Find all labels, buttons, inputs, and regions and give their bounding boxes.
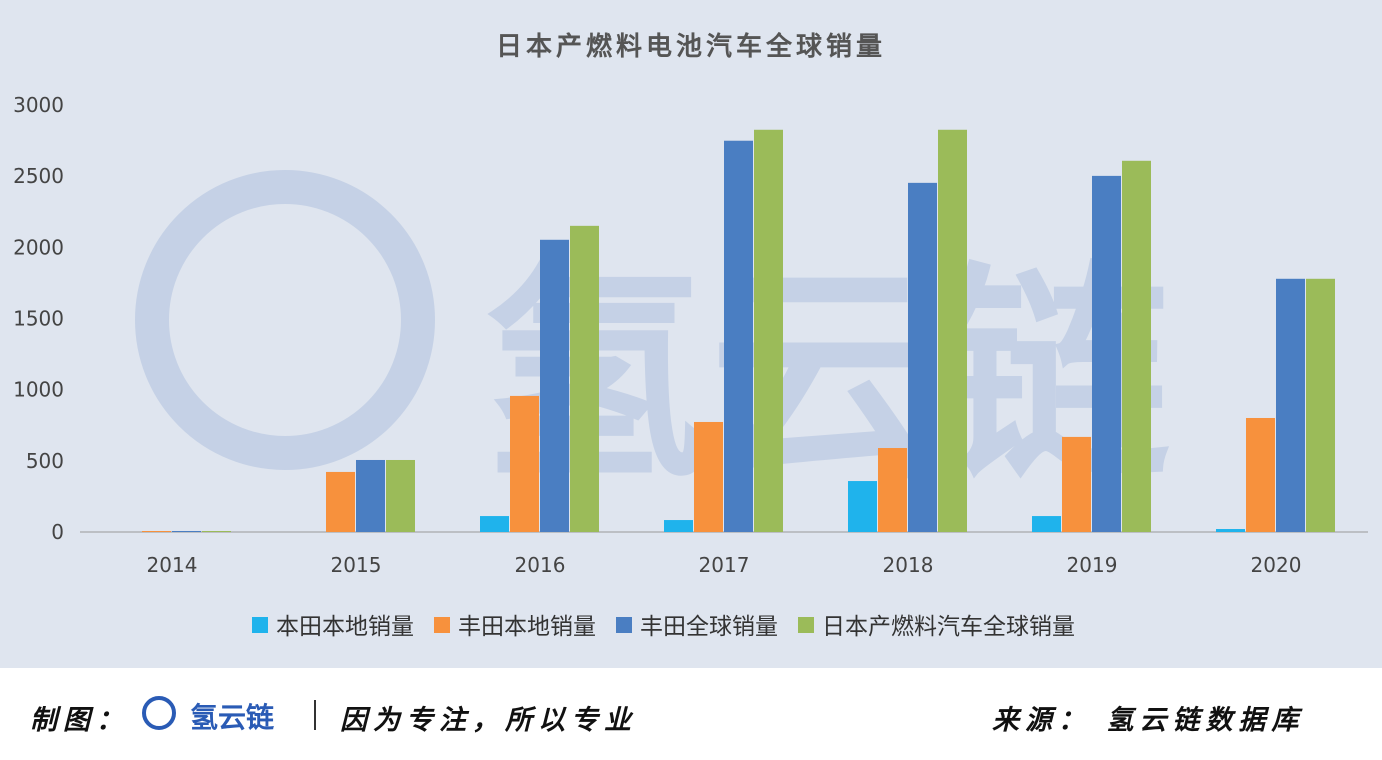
legend-swatch: [252, 617, 268, 633]
x-tick-label: 2014: [147, 553, 198, 577]
bar: [172, 531, 201, 532]
y-tick-label: 500: [26, 449, 64, 473]
bar: [356, 459, 385, 532]
bar: [664, 520, 693, 532]
bar: [724, 140, 753, 533]
bar: [142, 531, 171, 532]
x-tick-label: 2016: [515, 553, 566, 577]
x-tick-label: 2020: [1251, 553, 1302, 577]
legend-label: 丰田本地销量: [458, 614, 596, 640]
source-label: 来源： 氢云链数据库: [992, 705, 1305, 736]
brand-logo-text: 氢云链: [190, 701, 275, 734]
y-tick-label: 0: [51, 520, 64, 544]
bar: [1122, 160, 1151, 532]
bar: [1246, 417, 1275, 532]
bar: [1306, 278, 1335, 532]
footer: 制图： 氢云链 因为专注，所以专业 来源： 氢云链数据库: [0, 668, 1382, 760]
legend-label: 日本产燃料汽车全球销量: [822, 614, 1075, 640]
y-tick-label: 3000: [13, 93, 64, 117]
x-tick-label: 2019: [1067, 553, 1118, 577]
legend-swatch: [798, 617, 814, 633]
x-tick-label: 2017: [699, 553, 750, 577]
y-tick-label: 2500: [13, 164, 64, 188]
bar: [510, 395, 539, 532]
legend-label: 本田本地销量: [276, 614, 414, 640]
bar: [754, 129, 783, 533]
bar: [694, 421, 723, 532]
bar: [326, 471, 355, 532]
bar-chart: 0 500 1000 1500 2000 2500 3000 2014 2015 2016 2017…: [13, 93, 1368, 640]
bar: [1216, 529, 1245, 532]
divider: [314, 700, 316, 730]
bar: [480, 516, 509, 532]
bar: [908, 182, 937, 533]
slogan: 因为专注，所以专业: [340, 705, 637, 736]
x-tick-label: 2015: [331, 553, 382, 577]
y-tick-label: 1000: [13, 378, 64, 402]
bar: [540, 239, 569, 532]
x-tick-label: 2018: [883, 553, 934, 577]
made-by-label: 制图：: [30, 705, 129, 736]
bar: [1062, 436, 1091, 532]
y-tick-label: 2000: [13, 235, 64, 259]
bar: [570, 225, 599, 532]
bar: [1092, 175, 1121, 532]
bar: [1276, 278, 1305, 532]
bar: [386, 459, 415, 532]
chart-title: 日本产燃料电池汽车全球销量: [495, 32, 886, 62]
bar: [1032, 516, 1061, 532]
bar: [202, 531, 231, 532]
bar: [938, 129, 967, 533]
bar: [848, 481, 877, 532]
legend-swatch: [616, 617, 632, 633]
bar: [878, 448, 907, 532]
legend-swatch: [434, 617, 450, 633]
y-tick-label: 1500: [13, 307, 64, 331]
legend-label: 丰田全球销量: [640, 614, 778, 640]
chart-area: 氢云链 日本产燃料电池汽车全球销量 0 500 1000 1500 2000 2500 30…: [0, 0, 1382, 668]
brand-logo-icon: [142, 696, 176, 730]
